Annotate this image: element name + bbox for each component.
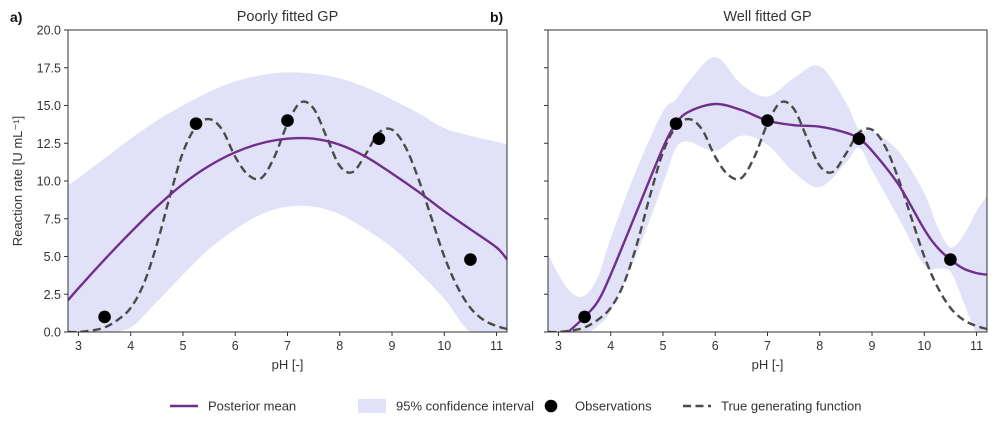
- confidence-band: [68, 72, 507, 332]
- panel-b: 3 4 5 6 7 8 9 10 11 Well fitted GP b) pH [-]: [490, 9, 988, 372]
- x-tick-label: 9: [869, 339, 876, 353]
- observation-point: [98, 310, 111, 324]
- true-function-line: [68, 100, 507, 332]
- observation-point: [464, 253, 477, 266]
- x-axis-label: pH [-]: [272, 357, 304, 372]
- legend-label: True generating function: [721, 399, 861, 414]
- observation-point: [372, 132, 386, 146]
- x-tick-label: 10: [917, 339, 931, 353]
- confidence-band: [548, 57, 987, 332]
- observation-point: [852, 132, 866, 146]
- x-tick-label: 8: [336, 339, 343, 353]
- posterior-mean-line: [68, 136, 507, 302]
- x-tick-label: 7: [284, 339, 291, 353]
- observation-point: [761, 114, 774, 127]
- observation-point: [578, 310, 591, 324]
- x-tick-label: 9: [389, 339, 396, 353]
- legend-label: 95% confidence interval: [396, 399, 534, 414]
- x-tick-label: 4: [607, 339, 614, 353]
- y-tick-label: 12.5: [37, 137, 61, 151]
- y-tick-label: 20.0: [37, 24, 61, 38]
- y-tick-label: 5.0: [44, 250, 61, 264]
- x-tick-label: 3: [555, 339, 562, 353]
- panel-a: 3 4 5 6 7 8 9 10 11 0.0 2.5 5.0 7.5 10.0 12.5 15.0 17.5 2…: [10, 9, 508, 372]
- x-tick-label: 4: [127, 339, 134, 353]
- observation-point: [281, 114, 294, 127]
- panel-label: b): [490, 9, 503, 25]
- observation-point: [669, 117, 683, 130]
- legend-item: True generating function: [683, 399, 861, 414]
- x-tick-label: 11: [970, 339, 983, 353]
- legend-marker-swatch: [544, 399, 558, 413]
- y-tick-label: 15.0: [37, 99, 61, 113]
- plot-area: [68, 72, 507, 332]
- x-tick-label: 3: [75, 339, 82, 353]
- legend-item: 95% confidence interval: [358, 399, 534, 414]
- legend-label: Posterior mean: [208, 399, 296, 414]
- observation-point: [189, 117, 203, 130]
- legend-label: Observations: [575, 399, 652, 414]
- y-tick-label: 0.0: [44, 326, 61, 340]
- y-tick-label: 2.5: [44, 288, 61, 302]
- panel-label: a): [10, 9, 22, 25]
- x-tick-label: 5: [179, 339, 186, 353]
- y-tick-label: 17.5: [37, 61, 61, 75]
- legend-item: Observations: [544, 399, 652, 414]
- x-tick-label: 7: [764, 339, 771, 353]
- chart-title: Poorly fitted GP: [237, 9, 339, 25]
- y-tick-label: 7.5: [44, 212, 61, 226]
- legend-band-swatch: [358, 399, 386, 413]
- true-function-line: [548, 100, 987, 332]
- x-tick-label: 6: [232, 339, 239, 353]
- x-tick-label: 8: [816, 339, 823, 353]
- y-axis-label: Reaction rate [U mL⁻¹]: [10, 116, 25, 246]
- legend: Posterior mean 95% confidence interval Obs…: [170, 399, 861, 414]
- observation-point: [944, 253, 957, 266]
- chart-title: Well fitted GP: [723, 9, 811, 25]
- x-tick-label: 10: [437, 339, 451, 353]
- x-tick-label: 5: [659, 339, 666, 353]
- legend-item: Posterior mean: [170, 399, 296, 414]
- x-axis-label: pH [-]: [752, 357, 784, 372]
- x-tick-label: 6: [712, 339, 719, 353]
- x-tick-label: 11: [490, 339, 503, 353]
- y-tick-label: 10.0: [37, 175, 61, 189]
